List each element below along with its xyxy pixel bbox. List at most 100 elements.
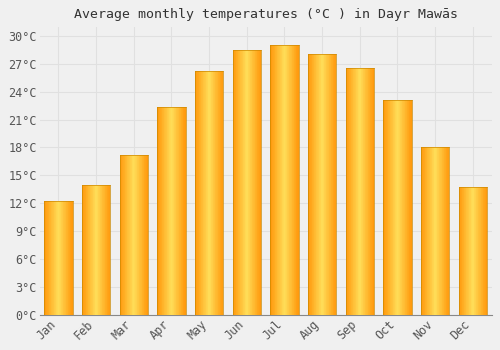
Bar [135, 155, 136, 315]
Bar [195, 71, 196, 315]
Bar [89, 184, 90, 315]
Bar [476, 187, 477, 315]
Bar [474, 187, 475, 315]
Bar [349, 69, 350, 315]
Bar [324, 54, 325, 315]
Bar [357, 69, 358, 315]
Bar [359, 69, 360, 315]
Bar [256, 50, 258, 315]
Bar [400, 100, 401, 315]
Bar [260, 50, 261, 315]
Bar [85, 184, 86, 315]
Bar [208, 71, 209, 315]
Bar [274, 45, 276, 315]
Bar [212, 71, 214, 315]
Bar [409, 100, 410, 315]
Bar [323, 54, 324, 315]
Bar [185, 107, 186, 315]
Bar [258, 50, 259, 315]
Bar [283, 45, 284, 315]
Bar [445, 147, 446, 315]
Bar [174, 107, 175, 315]
Bar [280, 45, 281, 315]
Bar [320, 54, 322, 315]
Bar [385, 100, 386, 315]
Bar [314, 54, 315, 315]
Bar [250, 50, 251, 315]
Bar [398, 100, 399, 315]
Bar [440, 147, 441, 315]
Bar [57, 201, 58, 315]
Bar [205, 71, 206, 315]
Bar [70, 201, 71, 315]
Bar [360, 69, 361, 315]
Bar [46, 201, 47, 315]
Bar [384, 100, 385, 315]
Bar [175, 107, 176, 315]
Bar [166, 107, 167, 315]
Bar [394, 100, 396, 315]
Bar [143, 155, 144, 315]
Bar [140, 155, 141, 315]
Bar [424, 147, 426, 315]
Bar [222, 71, 224, 315]
Bar [218, 71, 219, 315]
Bar [310, 54, 311, 315]
Bar [129, 155, 130, 315]
Bar [365, 69, 366, 315]
Bar [126, 155, 128, 315]
Bar [120, 155, 121, 315]
Bar [162, 107, 163, 315]
Bar [433, 147, 434, 315]
Bar [390, 100, 391, 315]
Bar [317, 54, 318, 315]
Bar [284, 45, 285, 315]
Bar [124, 155, 126, 315]
Bar [325, 54, 326, 315]
Bar [104, 184, 106, 315]
Bar [485, 187, 486, 315]
Bar [235, 50, 236, 315]
Bar [478, 187, 479, 315]
Bar [431, 147, 432, 315]
Bar [207, 71, 208, 315]
Bar [329, 54, 330, 315]
Bar [441, 147, 442, 315]
Bar [435, 147, 436, 315]
Bar [311, 54, 312, 315]
Bar [50, 201, 51, 315]
Bar [285, 45, 286, 315]
Bar [133, 155, 134, 315]
Bar [214, 71, 215, 315]
Bar [241, 50, 242, 315]
Bar [273, 45, 274, 315]
Bar [386, 100, 387, 315]
Bar [242, 50, 244, 315]
Bar [308, 54, 310, 315]
Bar [84, 184, 85, 315]
Bar [316, 54, 317, 315]
Bar [354, 69, 355, 315]
Bar [121, 155, 122, 315]
Bar [313, 54, 314, 315]
Bar [334, 54, 335, 315]
Bar [167, 107, 168, 315]
Bar [335, 54, 336, 315]
Bar [217, 71, 218, 315]
Bar [55, 201, 56, 315]
Bar [253, 50, 254, 315]
Bar [232, 50, 234, 315]
Bar [248, 50, 249, 315]
Bar [244, 50, 246, 315]
Bar [484, 187, 485, 315]
Bar [216, 71, 217, 315]
Bar [172, 107, 173, 315]
Bar [352, 69, 353, 315]
Bar [464, 187, 465, 315]
Bar [438, 147, 440, 315]
Bar [247, 50, 248, 315]
Bar [71, 201, 72, 315]
Bar [82, 184, 84, 315]
Bar [423, 147, 424, 315]
Bar [202, 71, 203, 315]
